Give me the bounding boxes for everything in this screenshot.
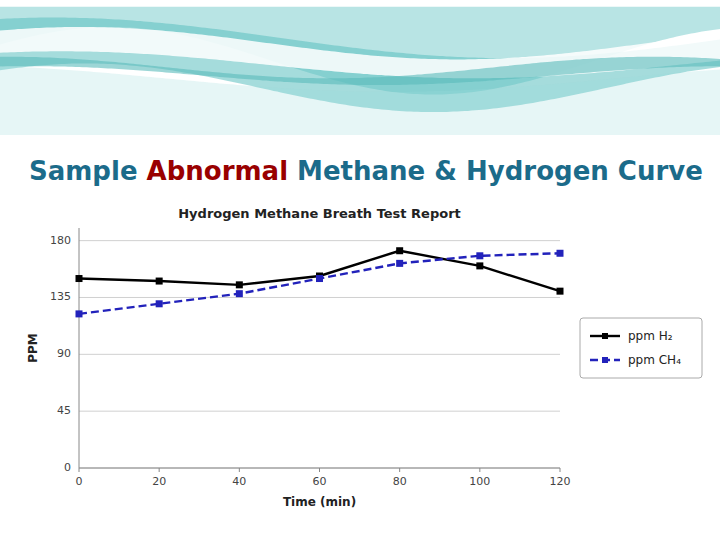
series-marker [156, 300, 163, 307]
x-tick [560, 468, 561, 472]
x-tick-label: 120 [550, 475, 571, 488]
legend-label: ppm CH₄ [628, 353, 681, 367]
y-tick-label: 45 [57, 404, 71, 417]
legend-label: ppm H₂ [628, 329, 673, 343]
series-marker [316, 275, 323, 282]
x-tick [239, 468, 240, 472]
series-marker [557, 288, 564, 295]
header-part: Methane & Hydrogen [297, 156, 618, 186]
background [0, 0, 720, 540]
series-marker [76, 310, 83, 317]
x-tick [79, 468, 80, 472]
wave-decoration [0, 7, 720, 135]
legend: ppm H₂ ppm CH₄ [580, 318, 702, 378]
legend-marker [602, 333, 608, 339]
header-part: Curve [618, 156, 703, 186]
y-axis-line [79, 228, 80, 468]
grid-line [79, 297, 560, 298]
chart-root: Sample Abnormal Methane & Hydrogen Curve… [0, 0, 720, 540]
x-tick-label: 0 [76, 475, 83, 488]
series-marker [156, 278, 163, 285]
series-marker [476, 252, 483, 259]
x-tick [399, 468, 400, 472]
x-tick-label: 80 [393, 475, 407, 488]
y-tick-label: 90 [57, 347, 71, 360]
x-tick [319, 468, 320, 472]
legend-frame [580, 318, 702, 378]
y-grid [79, 241, 560, 468]
chart-title: Hydrogen Methane Breath Test Report [178, 206, 461, 221]
x-tick-label: 40 [232, 475, 246, 488]
x-axis-label: Time (min) [283, 495, 356, 509]
series-marker [476, 262, 483, 269]
data-layer [76, 247, 564, 317]
y-axis-label: PPM [26, 333, 40, 363]
grid-line [79, 240, 560, 241]
x-tick [159, 468, 160, 472]
x-tick-label: 100 [469, 475, 490, 488]
series-marker [396, 260, 403, 267]
grid-line [79, 468, 560, 469]
x-tick [479, 468, 480, 472]
x-tick-label: 60 [313, 475, 327, 488]
header-part: Sample [29, 156, 147, 186]
series-line [79, 253, 560, 314]
y-tick-label: 135 [50, 290, 71, 303]
header-part: Abnormal [147, 156, 298, 186]
series-marker [396, 247, 403, 254]
series-marker [557, 250, 564, 257]
y-tick-label: 0 [64, 461, 71, 474]
grid-line [79, 354, 560, 355]
series-marker [76, 275, 83, 282]
series-marker [236, 281, 243, 288]
wave-band [0, 66, 720, 135]
y-tick-label: 180 [50, 234, 71, 247]
legend-marker [602, 357, 608, 363]
header: Sample Abnormal Methane & Hydrogen Curve [29, 156, 703, 186]
x-axis-line [79, 468, 560, 469]
series-marker [236, 290, 243, 297]
grid-line [79, 411, 560, 412]
series-line [79, 251, 560, 291]
x-tick-label: 20 [152, 475, 166, 488]
